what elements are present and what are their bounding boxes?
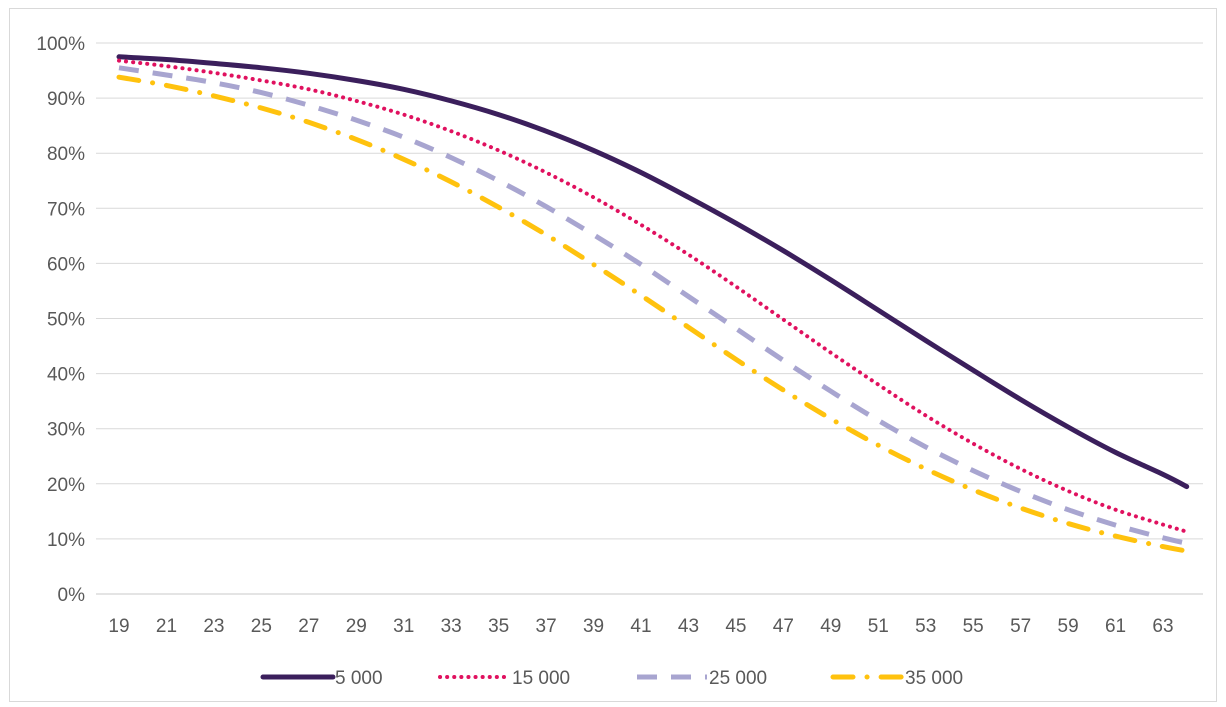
x-tick-label: 53 — [915, 616, 936, 637]
y-tick-label: 0% — [58, 585, 86, 606]
y-tick-label: 10% — [47, 530, 85, 551]
x-tick-label: 35 — [488, 616, 509, 637]
x-tick-label: 61 — [1105, 616, 1126, 637]
y-tick-label: 30% — [47, 420, 85, 441]
y-tick-label: 70% — [47, 199, 85, 220]
x-tick-label: 55 — [963, 616, 984, 637]
legend: 5 000 15 000 25 000 35 000 — [260, 668, 963, 689]
legend-label: 35 000 — [905, 668, 963, 689]
y-tick-label: 100% — [36, 34, 85, 55]
x-tick-label: 37 — [536, 616, 557, 637]
x-tick-label: 23 — [203, 616, 224, 637]
x-tick-label: 19 — [108, 616, 129, 637]
y-tick-label: 20% — [47, 475, 85, 496]
x-tick-label: 63 — [1152, 616, 1173, 637]
x-tick-label: 45 — [725, 616, 746, 637]
x-axis-ticks: 19 21 23 25 27 29 31 33 35 37 39 41 43 45 47 49 51 53 55 57… — [108, 616, 1173, 637]
series-line-25000 — [118, 65, 1188, 546]
x-tick-label: 41 — [630, 616, 651, 637]
x-tick-label: 43 — [678, 616, 699, 637]
series-line-15000 — [117, 58, 1189, 534]
x-tick-label: 33 — [441, 616, 462, 637]
legend-label: 15 000 — [512, 668, 570, 689]
y-axis-ticks: 0% 10% 20% 30% 40% 50% 60% 70% 80% 90% 100% — [36, 34, 85, 606]
chart-frame — [9, 8, 1217, 702]
y-tick-label: 50% — [47, 310, 85, 331]
x-tick-label: 51 — [868, 616, 889, 637]
x-tick-label: 39 — [583, 616, 604, 637]
series-lines — [116, 54, 1190, 554]
y-tick-label: 60% — [47, 254, 85, 275]
y-tick-label: 40% — [47, 365, 85, 386]
x-tick-label: 25 — [251, 616, 272, 637]
x-tick-label: 57 — [1010, 616, 1031, 637]
x-tick-label: 31 — [393, 616, 414, 637]
legend-label: 25 000 — [709, 668, 767, 689]
legend-label: 5 000 — [335, 668, 383, 689]
x-tick-label: 49 — [820, 616, 841, 637]
series-line-35000 — [116, 74, 1190, 554]
y-tick-label: 80% — [47, 144, 85, 165]
gridlines — [96, 42, 1203, 595]
x-tick-label: 21 — [156, 616, 177, 637]
y-tick-label: 90% — [47, 89, 85, 110]
x-tick-label: 47 — [773, 616, 794, 637]
x-tick-label: 29 — [346, 616, 367, 637]
series-line-5000 — [116, 54, 1190, 490]
x-tick-label: 59 — [1058, 616, 1079, 637]
x-tick-label: 27 — [298, 616, 319, 637]
